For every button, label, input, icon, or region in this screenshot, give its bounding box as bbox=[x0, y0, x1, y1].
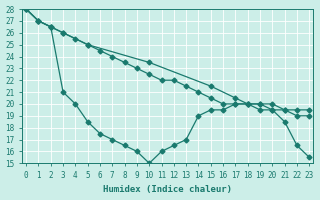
X-axis label: Humidex (Indice chaleur): Humidex (Indice chaleur) bbox=[103, 185, 232, 194]
